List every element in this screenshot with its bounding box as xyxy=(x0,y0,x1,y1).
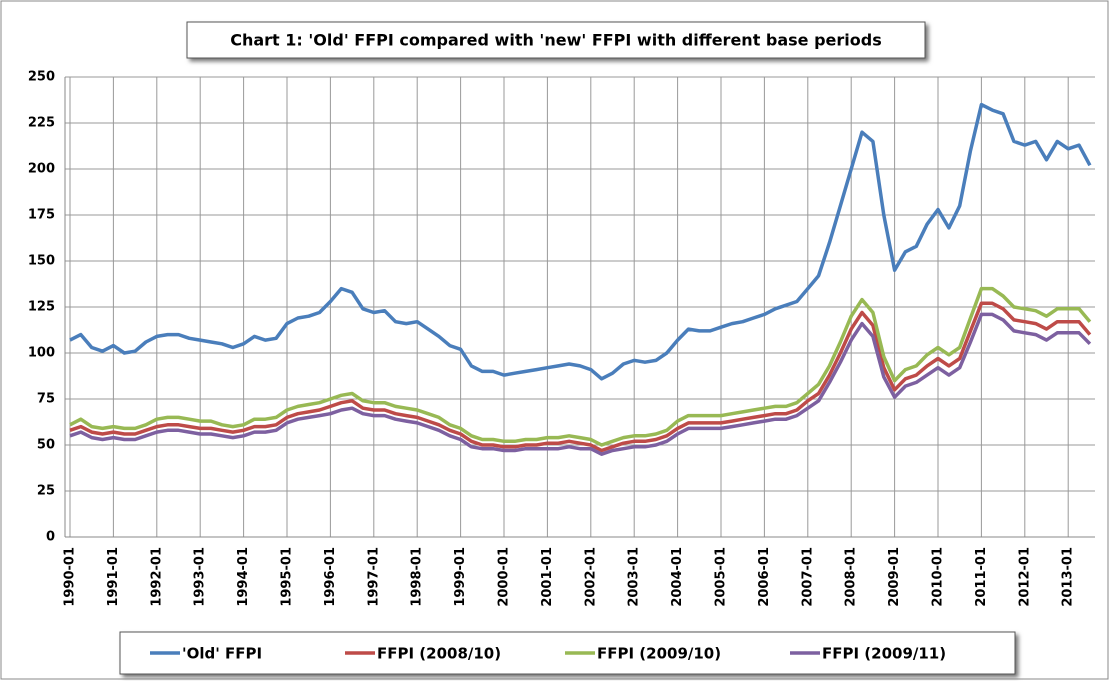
x-tick-label: 2006-01 xyxy=(757,547,772,607)
x-tick-label: 2013-01 xyxy=(1061,547,1076,607)
legend-label: FFPI (2008/10) xyxy=(377,645,501,663)
series-line xyxy=(69,312,1092,456)
y-tick-label: 125 xyxy=(28,300,55,315)
x-tick-label: 1995-01 xyxy=(280,547,295,607)
y-tick-label: 150 xyxy=(28,254,55,269)
x-tick-label: 2004-01 xyxy=(670,547,685,607)
x-tick-label: 1998-01 xyxy=(410,547,425,607)
series-line xyxy=(69,301,1092,453)
x-tick-label: 2010-01 xyxy=(931,547,946,607)
y-tick-label: 175 xyxy=(28,208,55,223)
legend-label: FFPI (2009/10) xyxy=(597,645,721,663)
x-tick-label: 2012-01 xyxy=(1017,547,1032,607)
x-tick-label: 2007-01 xyxy=(800,547,815,607)
x-tick-label: 2009-01 xyxy=(887,547,902,607)
legend-label: FFPI (2009/11) xyxy=(822,645,946,663)
x-tick-label: 1991-01 xyxy=(106,547,121,607)
x-tick-label: 1999-01 xyxy=(453,547,468,607)
x-tick-label: 2005-01 xyxy=(714,547,729,607)
series-line xyxy=(69,102,1092,381)
x-tick-label: 2003-01 xyxy=(627,547,642,607)
x-tick-label: 2011-01 xyxy=(974,547,989,607)
y-tick-label: 75 xyxy=(37,392,55,407)
y-tick-label: 250 xyxy=(28,70,55,85)
series-line xyxy=(69,286,1092,447)
legend-label: 'Old' FFPI xyxy=(182,645,262,663)
y-tick-label: 225 xyxy=(28,116,55,131)
x-tick-label: 1993-01 xyxy=(193,547,208,607)
y-tick-label: 25 xyxy=(37,484,55,499)
x-tick-label: 1996-01 xyxy=(323,547,338,607)
y-tick-label: 0 xyxy=(46,530,55,545)
x-tick-label: 1994-01 xyxy=(236,547,251,607)
x-tick-label: 2002-01 xyxy=(583,547,598,607)
chart-title: Chart 1: 'Old' FFPI compared with 'new' … xyxy=(230,31,882,50)
x-tick-label: 1990-01 xyxy=(63,547,78,607)
x-tick-label: 1997-01 xyxy=(366,547,381,607)
x-tick-label: 2008-01 xyxy=(844,547,859,607)
y-tick-label: 100 xyxy=(28,346,55,361)
y-tick-label: 50 xyxy=(37,438,55,453)
x-tick-label: 1992-01 xyxy=(149,547,164,607)
title-box xyxy=(186,21,926,59)
x-tick-label: 2001-01 xyxy=(540,547,555,607)
y-tick-label: 200 xyxy=(28,162,55,177)
x-tick-label: 2000-01 xyxy=(497,547,512,607)
